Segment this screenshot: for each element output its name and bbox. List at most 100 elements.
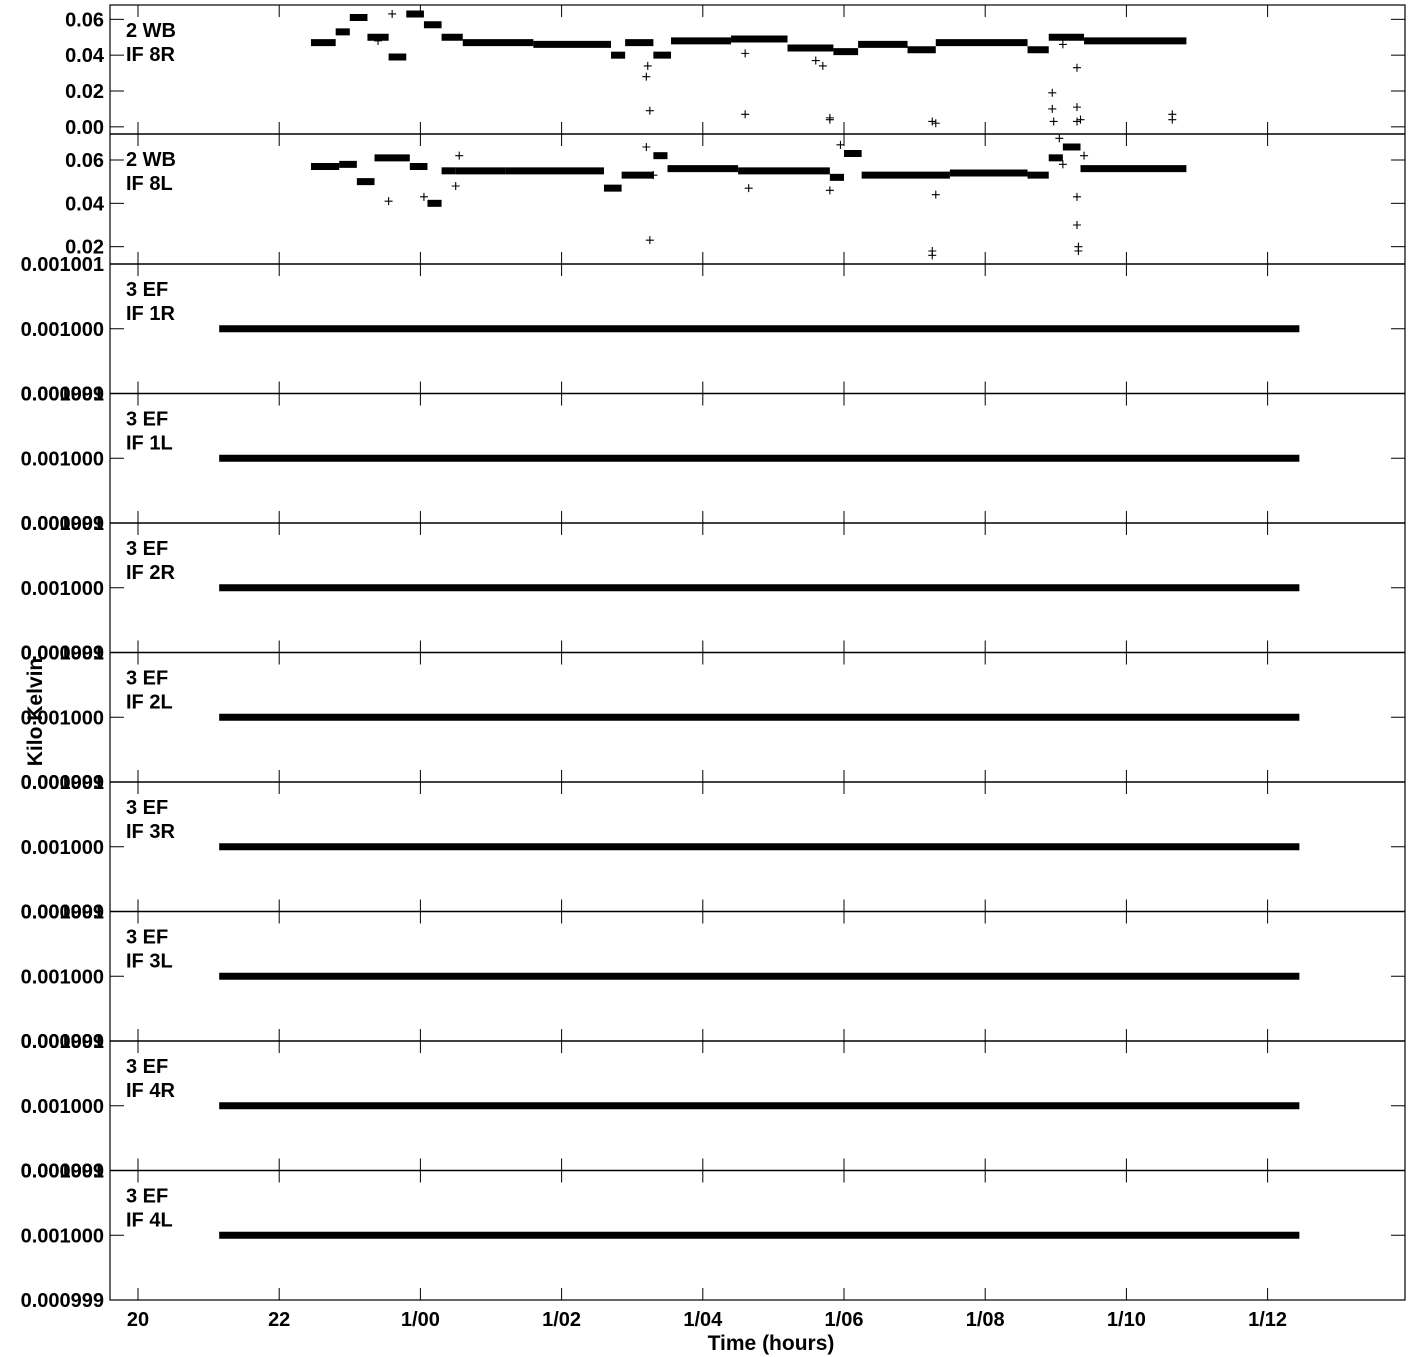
panel-label-if: IF 3L (126, 951, 173, 973)
x-tick-label: 22 (268, 1309, 290, 1331)
data-point (811, 56, 820, 65)
panel-label-if: IF 3R (126, 821, 175, 843)
y-tick-label: 0.001001 (21, 384, 104, 406)
y-tick-label: 0.000999 (21, 384, 104, 406)
data-point (643, 61, 652, 70)
y-tick-label: 0.06 (65, 150, 104, 172)
data-point (1049, 117, 1058, 126)
panel-label-source: 3 EF (126, 1056, 168, 1078)
data-point (1074, 247, 1083, 255)
y-tick-label: 0.001000 (21, 319, 104, 341)
y-tick-label: 0.001000 (21, 578, 104, 600)
y-tick-label: 0.001000 (21, 707, 104, 729)
data-point (455, 151, 464, 160)
y-tick-label: 0.000999 (21, 643, 104, 665)
data-point (1072, 117, 1081, 126)
data-point (741, 49, 750, 58)
data-point (645, 106, 654, 115)
data-point (642, 72, 651, 81)
data-point (642, 143, 651, 151)
panel-label-source: 3 EF (126, 279, 168, 301)
data-point (1072, 221, 1081, 229)
y-tick-label: 0.001001 (21, 254, 104, 276)
y-tick-label: 0.001000 (21, 1225, 104, 1247)
data-point (388, 9, 397, 18)
x-axis-title: Time (hours) (708, 1332, 835, 1355)
data-point (931, 190, 940, 199)
x-tick-label: 1/08 (966, 1309, 1005, 1331)
panel-label-source: 3 EF (126, 797, 168, 819)
data-point (928, 247, 937, 255)
panel-label-source: 3 EF (126, 409, 168, 431)
panel-label-if: IF 1L (126, 433, 173, 455)
y-tick-label: 0.04 (65, 193, 105, 215)
data-point (836, 140, 845, 149)
data-point (1058, 40, 1067, 49)
data-point (1072, 103, 1081, 112)
panel-label-if: IF 4L (126, 1210, 173, 1232)
y-axis-title: Kilo Kelvin (24, 658, 47, 767)
x-tick-label: 1/10 (1107, 1309, 1146, 1331)
y-tick-label: 0.000999 (21, 902, 104, 924)
panel-label-if: IF 8L (126, 173, 173, 195)
panel-label-source: 3 EF (126, 668, 168, 690)
data-point (1055, 134, 1064, 143)
y-tick-label: 0.02 (65, 237, 104, 259)
panel-label-if: IF 8R (126, 44, 175, 66)
data-point (1080, 151, 1089, 160)
data-point (649, 171, 658, 180)
y-tick-label: 0.000999 (21, 772, 104, 794)
panel-label-if: IF 2R (126, 562, 175, 584)
panel-label-if: IF 4R (126, 1080, 175, 1102)
y-tick-label: 0.001001 (21, 513, 104, 535)
x-tick-label: 1/12 (1248, 1309, 1287, 1331)
panel-label-source: 3 EF (126, 1186, 168, 1208)
data-point (451, 182, 460, 190)
data-point (1058, 160, 1067, 169)
data-point (741, 110, 750, 119)
y-tick-label: 0.001000 (21, 1096, 104, 1118)
y-tick-label: 0.001000 (21, 837, 104, 859)
data-point (928, 117, 937, 126)
data-point (1168, 115, 1177, 124)
data-point (825, 115, 834, 124)
data-point (825, 186, 834, 195)
y-tick-label: 0.06 (65, 9, 104, 31)
data-point (1048, 104, 1057, 113)
y-tick-label: 0.000999 (21, 513, 104, 535)
panel-label-source: 2 WB (126, 149, 176, 171)
data-point (1076, 115, 1085, 124)
x-tick-label: 1/00 (401, 1309, 440, 1331)
data-point (374, 36, 383, 45)
data-point (419, 192, 428, 201)
x-axis: 20 22 1/00 1/02 1/04 1/06 1/08 1/10 1/12 (127, 1309, 1287, 1331)
data-point (1048, 88, 1057, 97)
y-tick-label: 0.001001 (21, 902, 104, 924)
y-tick-label: 0.000999 (21, 1031, 104, 1053)
x-tick-label: 1/06 (825, 1309, 864, 1331)
x-tick-label: 20 (127, 1309, 149, 1331)
y-tick-label: 0.02 (65, 81, 104, 103)
y-tick-label: 0.001000 (21, 966, 104, 988)
y-tick-label: 0.001001 (21, 643, 104, 665)
data-point (818, 61, 827, 70)
y-tick-label: 0.001001 (21, 1161, 104, 1183)
x-tick-label: 1/02 (542, 1309, 581, 1331)
panel-label-if: IF 1R (126, 303, 175, 325)
y-tick-label: 0.04 (65, 45, 105, 67)
y-tick-label: 0.001000 (21, 448, 104, 470)
y-tick-label: 0.001001 (21, 772, 104, 794)
y-tick-label: 0.000999 (21, 1290, 104, 1312)
data-point (1072, 192, 1081, 201)
panel-label-source: 2 WB (126, 20, 176, 42)
y-tick-label: 0.00 (65, 117, 104, 139)
